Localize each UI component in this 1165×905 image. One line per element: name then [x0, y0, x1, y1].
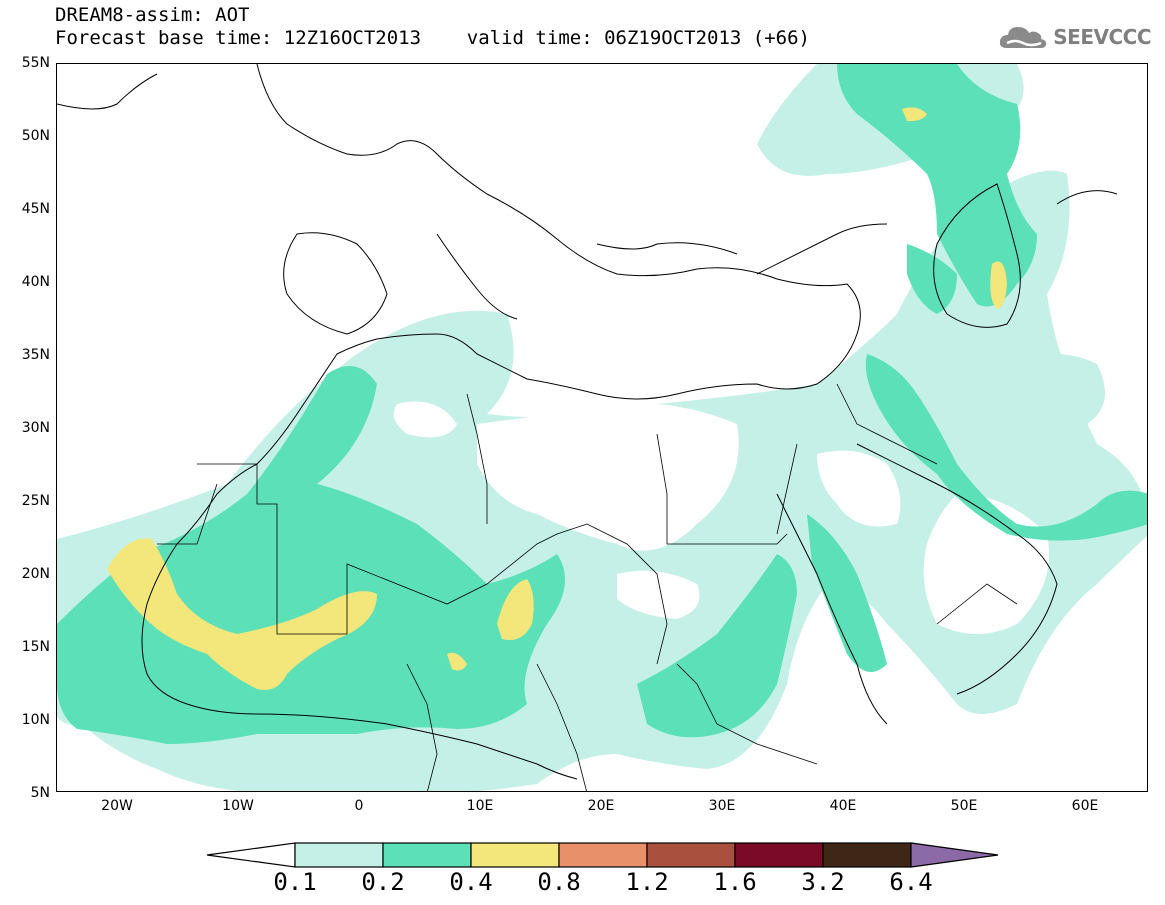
logo: SEEVCCC	[997, 22, 1151, 52]
cloud-icon	[1000, 27, 1047, 48]
colorbar	[206, 842, 999, 868]
colorbar-label: 1.2	[625, 868, 669, 896]
chart-subtitle: Forecast base time: 12Z16OCT2013 valid t…	[55, 27, 810, 49]
colorbar-label: 0.2	[361, 868, 405, 896]
colorbar-segment	[294, 842, 384, 868]
x-tick-label: 50E	[950, 798, 978, 814]
chart-title: DREAM8-assim: AOT	[55, 4, 250, 26]
aot-field-high	[107, 107, 1007, 690]
colorbar-segment	[382, 842, 472, 868]
colorbar-label: 1.6	[713, 868, 757, 896]
y-tick-label: 30N	[21, 420, 50, 436]
x-tick-label: 10E	[466, 798, 494, 814]
colorbar-label: 6.4	[889, 868, 933, 896]
colorbar-label: 0.4	[449, 868, 493, 896]
colorbar-label: 3.2	[801, 868, 845, 896]
y-tick-label: 25N	[21, 493, 50, 509]
country-borders	[157, 383, 1018, 791]
y-tick-label: 15N	[21, 639, 50, 655]
y-tick-label: 45N	[21, 201, 50, 217]
colorbar-label: 0.8	[537, 868, 581, 896]
colorbar-segment	[558, 842, 648, 868]
x-tick-label: 20E	[587, 798, 615, 814]
y-tick-label: 55N	[21, 55, 50, 71]
y-tick-label: 10N	[21, 712, 50, 728]
y-tick-label: 20N	[21, 566, 50, 582]
colorbar-segment	[646, 842, 736, 868]
x-tick-label: 30E	[708, 798, 736, 814]
aot-map	[57, 64, 1147, 791]
x-tick-label: 0	[354, 798, 364, 814]
colorbar-segment	[822, 842, 912, 868]
x-tick-label: 10W	[222, 798, 254, 814]
colorbar-segment	[470, 842, 560, 868]
map-frame	[56, 63, 1148, 792]
colorbar-segment	[206, 842, 296, 868]
logo-text: SEEVCCC	[1053, 25, 1151, 49]
x-tick-label: 20W	[101, 798, 133, 814]
y-tick-label: 35N	[21, 347, 50, 363]
colorbar-segment	[910, 842, 999, 868]
aot-field-clear	[393, 401, 1049, 634]
coastlines	[57, 64, 1118, 780]
x-tick-label: 40E	[829, 798, 857, 814]
colorbar-label: 0.1	[273, 868, 317, 896]
y-tick-label: 40N	[21, 274, 50, 290]
y-tick-label: 5N	[30, 785, 50, 801]
aot-field-medium	[57, 64, 1147, 744]
colorbar-segment	[734, 842, 824, 868]
y-tick-label: 50N	[21, 128, 50, 144]
x-tick-label: 60E	[1071, 798, 1099, 814]
